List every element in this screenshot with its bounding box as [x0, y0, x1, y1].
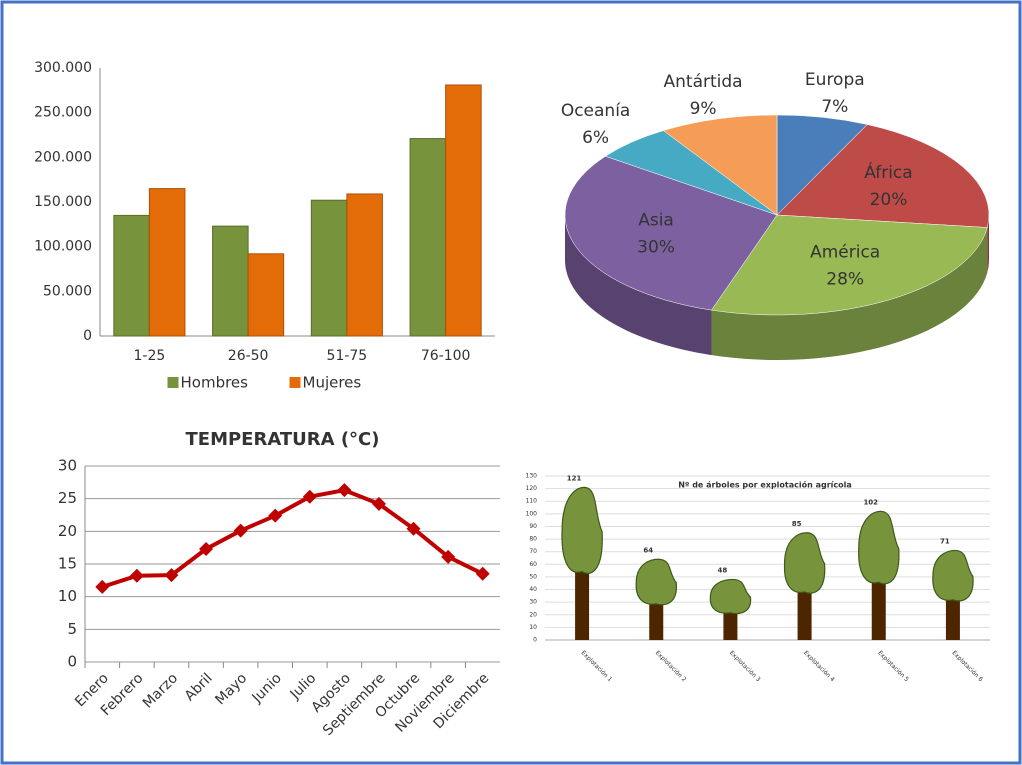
bar — [247, 253, 285, 337]
y-tick-label: 30 — [529, 599, 537, 606]
marker — [302, 489, 317, 504]
crown — [561, 486, 603, 574]
y-tick-label: 50.000 — [43, 283, 92, 299]
y-tick-label: 100 — [526, 510, 538, 517]
value-label: 64 — [643, 546, 653, 554]
slice-name: África — [864, 161, 913, 183]
trunk — [945, 599, 960, 640]
marker — [371, 496, 386, 511]
legend-label: Hombres — [181, 374, 249, 392]
y-tick-label: 80 — [529, 536, 537, 543]
y-tick-label: 30 — [58, 457, 77, 475]
y-tick-label: 15 — [58, 555, 77, 573]
crown — [709, 578, 752, 615]
value-label: 71 — [940, 537, 950, 545]
y-tick-label: 50 — [529, 573, 537, 580]
x-tick-label: 51-75 — [327, 348, 368, 364]
y-tick-label: 300.000 — [34, 60, 92, 76]
chart-title: Nº de árboles por explotación agrícola — [678, 480, 852, 490]
slice — [662, 114, 778, 216]
marker — [475, 566, 490, 581]
y-tick-label: 25 — [58, 489, 77, 507]
y-tick-label: 130 — [526, 473, 538, 480]
slice-side — [987, 215, 989, 273]
crown — [932, 549, 974, 602]
slice-label: 7% — [821, 97, 848, 117]
y-tick-label: 40 — [529, 586, 537, 593]
legend-swatch — [289, 377, 301, 388]
value-label: 85 — [792, 520, 802, 528]
marker — [199, 541, 214, 556]
crown — [635, 558, 677, 606]
slice-label: 9% — [690, 99, 717, 119]
trunk — [649, 603, 664, 640]
y-tick-label: 70 — [529, 548, 537, 555]
y-tick-label: 110 — [526, 498, 538, 505]
y-tick-label: 10 — [529, 624, 537, 631]
x-tick-label: 76-100 — [421, 348, 471, 364]
y-tick-label: 0 — [533, 637, 537, 644]
bar — [310, 199, 348, 337]
legend-label: Mujeres — [303, 374, 362, 392]
trunk — [797, 591, 812, 640]
marker — [337, 483, 352, 498]
slice-name: Asia — [638, 211, 674, 231]
y-tick-label: 20 — [58, 522, 77, 540]
slice — [564, 155, 778, 311]
x-tick-label: 26-50 — [228, 348, 269, 364]
bar — [346, 193, 383, 337]
slice-side — [711, 227, 988, 361]
y-tick-label: 150.000 — [34, 194, 92, 210]
trunk — [723, 612, 738, 640]
y-tick-label: 250.000 — [34, 105, 92, 121]
marker — [129, 568, 144, 583]
bar — [148, 188, 186, 337]
bar — [409, 138, 447, 337]
bar — [212, 225, 249, 337]
y-tick-label: 200.000 — [34, 149, 92, 165]
trunk — [575, 571, 590, 640]
slice-label: 6% — [582, 128, 609, 148]
legend-swatch — [167, 377, 179, 388]
slice-name: Antártida — [664, 72, 743, 92]
y-tick-label: 100.000 — [34, 239, 92, 255]
marker — [406, 521, 421, 536]
slice-label: 28% — [826, 270, 864, 290]
value-label: 121 — [567, 474, 582, 482]
slice-label: 30% — [637, 238, 675, 258]
chart-title: TEMPERATURA (°C) — [186, 429, 380, 450]
slice-name: Europa — [805, 70, 865, 90]
value-label: 48 — [718, 566, 728, 574]
marker — [441, 549, 456, 564]
marker — [164, 568, 179, 583]
marker — [95, 579, 110, 594]
slice-label: 20% — [870, 190, 908, 210]
bar — [445, 84, 482, 337]
crown — [783, 532, 826, 594]
x-tick-label: 1-25 — [133, 348, 165, 364]
y-tick-label: 0 — [83, 328, 92, 344]
y-tick-label: 10 — [58, 587, 77, 605]
trunk — [871, 582, 886, 640]
y-tick-label: 5 — [67, 620, 77, 638]
crown — [858, 510, 900, 585]
slice-name: América — [810, 243, 880, 263]
bar — [113, 214, 150, 337]
y-tick-label: 60 — [529, 561, 537, 568]
y-tick-label: 120 — [526, 485, 538, 492]
slice-name: Oceanía — [561, 101, 631, 121]
marker — [233, 523, 248, 538]
slice-side — [565, 215, 712, 356]
value-label: 102 — [863, 498, 878, 506]
marker — [268, 508, 283, 523]
y-tick-label: 20 — [529, 611, 537, 618]
y-tick-label: 0 — [67, 653, 77, 671]
slice — [711, 214, 988, 316]
y-tick-label: 90 — [529, 523, 537, 530]
slice — [776, 124, 990, 228]
